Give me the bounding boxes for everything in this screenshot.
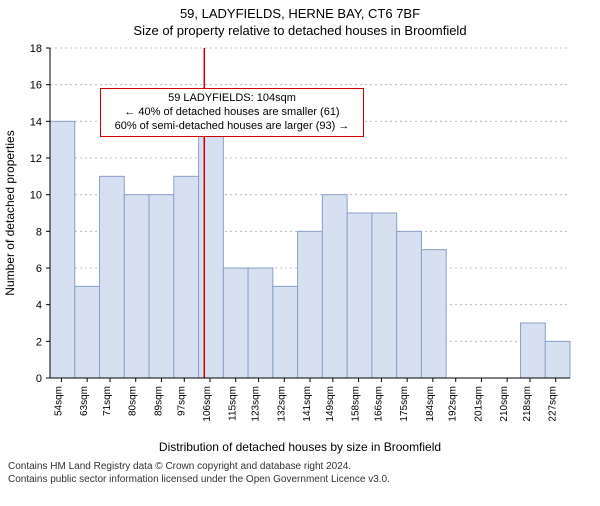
svg-text:2: 2 bbox=[36, 336, 42, 348]
svg-text:4: 4 bbox=[36, 300, 42, 312]
svg-text:80sqm: 80sqm bbox=[128, 386, 139, 416]
svg-text:12: 12 bbox=[30, 153, 42, 165]
svg-text:97sqm: 97sqm bbox=[176, 386, 187, 416]
svg-text:132sqm: 132sqm bbox=[276, 386, 287, 422]
svg-text:6: 6 bbox=[36, 263, 42, 275]
svg-text:18: 18 bbox=[30, 43, 42, 55]
svg-text:14: 14 bbox=[30, 116, 42, 128]
svg-text:71sqm: 71sqm bbox=[102, 386, 113, 416]
svg-text:175sqm: 175sqm bbox=[399, 386, 410, 422]
svg-text:89sqm: 89sqm bbox=[153, 386, 164, 416]
x-axis-label: Distribution of detached houses by size … bbox=[0, 440, 600, 454]
svg-text:54sqm: 54sqm bbox=[53, 386, 64, 416]
svg-text:106sqm: 106sqm bbox=[202, 386, 213, 422]
svg-text:227sqm: 227sqm bbox=[548, 386, 559, 422]
svg-text:10: 10 bbox=[30, 190, 42, 202]
svg-text:115sqm: 115sqm bbox=[228, 386, 239, 421]
svg-text:184sqm: 184sqm bbox=[425, 386, 436, 422]
page-title-1: 59, LADYFIELDS, HERNE BAY, CT6 7BF bbox=[0, 6, 600, 21]
annotation-box: 59 LADYFIELDS: 104sqm ← 40% of detached … bbox=[100, 88, 364, 137]
page-title-2: Size of property relative to detached ho… bbox=[0, 23, 600, 38]
svg-text:149sqm: 149sqm bbox=[325, 386, 336, 422]
svg-text:16: 16 bbox=[30, 80, 42, 92]
svg-text:141sqm: 141sqm bbox=[302, 386, 313, 422]
svg-text:218sqm: 218sqm bbox=[522, 386, 533, 422]
svg-text:63sqm: 63sqm bbox=[79, 386, 90, 416]
svg-text:158sqm: 158sqm bbox=[351, 386, 362, 422]
footer: Contains HM Land Registry data © Crown c… bbox=[8, 460, 600, 486]
svg-text:192sqm: 192sqm bbox=[448, 386, 459, 422]
annotation-line-2: ← 40% of detached houses are smaller (61… bbox=[107, 106, 357, 120]
footer-line-1: Contains HM Land Registry data © Crown c… bbox=[8, 460, 600, 473]
footer-line-2: Contains public sector information licen… bbox=[8, 473, 600, 486]
annotation-line-3: 60% of semi-detached houses are larger (… bbox=[107, 120, 357, 134]
svg-text:210sqm: 210sqm bbox=[499, 386, 510, 422]
svg-text:201sqm: 201sqm bbox=[473, 386, 484, 422]
annotation-line-1: 59 LADYFIELDS: 104sqm bbox=[107, 92, 357, 106]
svg-text:166sqm: 166sqm bbox=[373, 386, 384, 422]
svg-text:0: 0 bbox=[36, 373, 42, 385]
svg-text:8: 8 bbox=[36, 226, 42, 238]
chart-area: 0 2 4 6 8 10 12 14 16 18 54sqm 63sqm 71sqm 80sqm 89sqm… bbox=[0, 38, 600, 438]
svg-text:123sqm: 123sqm bbox=[251, 386, 262, 422]
svg-text:Number of detached properties: Number of detached properties bbox=[3, 130, 17, 295]
